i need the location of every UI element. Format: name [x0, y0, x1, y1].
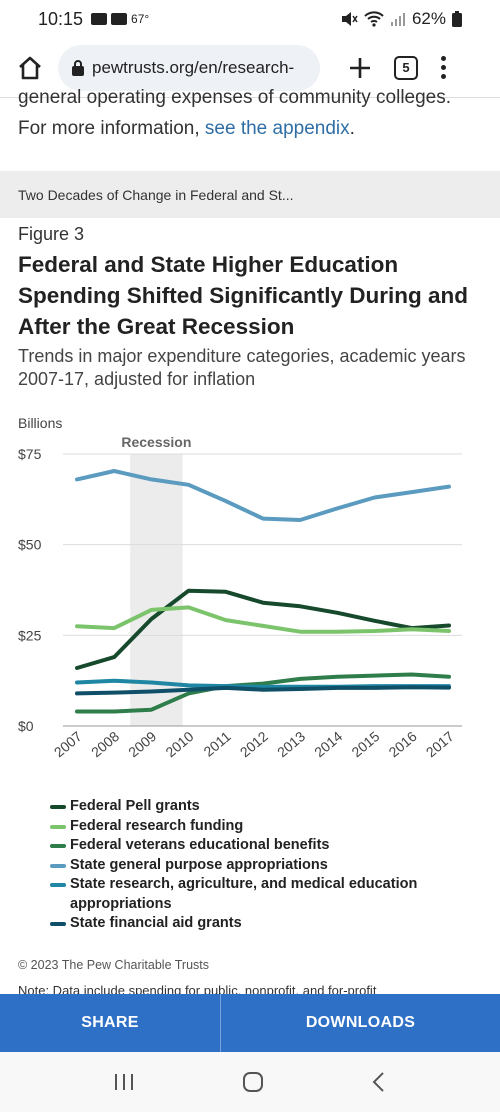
home-button[interactable] [8, 46, 52, 90]
battery-icon [452, 11, 462, 27]
legend-label: Federal research funding [70, 817, 244, 834]
copyright: © 2023 The Pew Charitable Trusts [18, 958, 210, 972]
dot-icon [440, 65, 446, 70]
recent-apps-icon[interactable] [113, 1072, 135, 1092]
legend-item: State general purpose appropriations [50, 856, 470, 876]
y-tick-label: $75 [18, 446, 42, 462]
y-tick-label: $25 [18, 627, 42, 643]
figure-header[interactable]: Two Decades of Change in Federal and St.… [0, 171, 500, 218]
y-tick-label: $0 [18, 718, 34, 734]
url-text: pewtrusts.org/en/research- [92, 57, 295, 77]
x-tick-label: 2007 [51, 728, 85, 760]
x-tick-label: 2012 [237, 728, 271, 760]
legend-label: State research, agriculture, and medical… [70, 876, 418, 912]
legend-label: Federal veterans educational benefits [70, 837, 330, 853]
legend-label: State financial aid grants [70, 915, 242, 931]
plus-icon [350, 57, 370, 78]
status-temp: 67° [131, 12, 150, 26]
legend-label: Federal Pell grants [70, 798, 200, 814]
legend-item: State financial aid grants [50, 914, 470, 934]
figure-title: Federal and State Higher Education Spend… [18, 252, 468, 339]
legend-swatch [50, 883, 66, 887]
article-text-line: general operating expenses of community … [18, 87, 452, 108]
y-tick-label: $50 [18, 537, 42, 553]
dot-icon [440, 56, 446, 61]
x-tick-label: 2017 [423, 728, 457, 760]
article-text-fragment: . [349, 118, 355, 139]
figure-label: Figure 3 [18, 224, 85, 244]
dot-icon [440, 74, 446, 79]
series-line [75, 469, 451, 522]
browser-toolbar: pewtrusts.org/en/research- 5 [0, 38, 500, 98]
chart-svg: Recession Billions $0 $25 $50 $75 2007 2008 2009… [18, 415, 462, 760]
status-time: 10:15 [38, 8, 84, 29]
legend-item: Federal Pell grants [50, 797, 470, 817]
x-tick-label: 2016 [386, 728, 420, 760]
legend-item: State research, agriculture, and medical… [50, 875, 470, 914]
x-tick-label: 2009 [125, 728, 159, 760]
legend-swatch [50, 863, 66, 868]
youtube-icon [91, 13, 108, 25]
status-system-icons: 62% [340, 9, 462, 29]
line-chart: Recession Billions $0 $25 $50 $75 2007 2008 2009… [0, 408, 500, 800]
figure-subtitle: Trends in major expenditure categories, … [18, 346, 466, 389]
x-tick-label: 2014 [311, 728, 345, 760]
legend-item: Federal research funding [50, 817, 470, 837]
figure-note: Note: Data include spending for public, … [18, 983, 377, 995]
home-nav-icon[interactable] [242, 1071, 264, 1093]
system-nav-bar [0, 1052, 500, 1112]
tab-switcher-button[interactable]: 5 [394, 55, 418, 80]
legend-label: State general purpose appropriations [70, 856, 328, 873]
x-tick-label: 2008 [88, 728, 122, 760]
battery-level: 62% [411, 9, 446, 28]
series-line [75, 605, 451, 634]
gallery-icon [111, 13, 128, 25]
back-icon[interactable] [371, 1071, 387, 1093]
lock-icon [72, 59, 84, 76]
more-options-button[interactable] [436, 56, 450, 79]
legend-swatch [50, 922, 66, 926]
series-line [75, 588, 451, 670]
x-tick-label: 2015 [348, 728, 382, 760]
article-text: general operating expenses of community … [18, 87, 488, 144]
series-line [75, 685, 451, 696]
article-text-line: For more information, see the appendix. [18, 113, 488, 144]
article-text-fragment: For more information, [18, 118, 205, 139]
legend-swatch [50, 844, 66, 848]
status-bar: 10:15 67° 62% [0, 0, 500, 38]
wifi-icon [364, 11, 384, 27]
legend-swatch [50, 805, 66, 809]
x-tick-label: 2010 [162, 728, 196, 760]
address-bar[interactable]: pewtrusts.org/en/research- [58, 44, 320, 91]
series-line [75, 672, 451, 714]
recession-label: Recession [121, 434, 191, 450]
appendix-link[interactable]: see the appendix [204, 118, 350, 139]
status-notification-icons: 67° [91, 12, 149, 26]
action-bar: SHARE DOWNLOADS [0, 994, 500, 1052]
signal-icon [390, 13, 405, 26]
legend-item: Federal veterans educational benefits [50, 836, 470, 856]
legend-swatch [50, 824, 66, 829]
mute-icon [341, 12, 358, 26]
share-button[interactable]: SHARE [0, 994, 221, 1052]
y-axis-label: Billions [18, 415, 62, 431]
downloads-button[interactable]: DOWNLOADS [305, 1014, 416, 1031]
x-tick-label: 2011 [200, 728, 234, 760]
new-tab-button[interactable] [342, 50, 378, 86]
home-icon [19, 56, 41, 79]
x-tick-label: 2013 [274, 728, 308, 760]
chart-legend: Federal Pell grants Federal research fund… [50, 797, 470, 934]
